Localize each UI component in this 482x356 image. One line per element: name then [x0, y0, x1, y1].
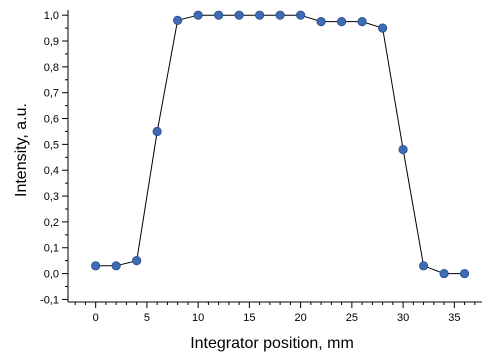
data-point [377, 23, 388, 33]
chart-axes [67, 10, 482, 303]
x-tick-label: 20 [294, 312, 306, 324]
data-point [193, 10, 203, 20]
y-tick-label: 0,8 [44, 62, 59, 74]
x-tick-label: 15 [243, 312, 255, 324]
y-tick-label: 0,1 [44, 243, 59, 255]
y-tick-label: 0,5 [44, 139, 59, 151]
x-tick-label: 35 [448, 312, 460, 324]
data-point [234, 10, 244, 20]
y-tick-label: 0,4 [44, 165, 59, 177]
data-point [418, 261, 429, 271]
x-tick-label: 25 [346, 312, 358, 324]
data-point [173, 15, 183, 25]
y-tick-label: 0,3 [44, 191, 59, 203]
x-tick-label: 10 [192, 312, 204, 324]
data-point [255, 10, 265, 20]
data-point [111, 261, 121, 271]
x-tick-label: 0 [93, 312, 99, 324]
y-tick-label: 0,2 [44, 217, 59, 229]
data-point [275, 10, 285, 20]
x-axis-ticks: 0 5 10 15 20 25 30 35 [74, 302, 476, 324]
y-tick-label: 0,6 [44, 114, 59, 126]
data-point [152, 126, 162, 137]
data-point [91, 261, 101, 271]
data-point [439, 268, 449, 279]
y-tick-label: 0,7 [44, 88, 59, 100]
series-line [95, 14, 465, 275]
data-point [316, 17, 326, 27]
data-point [337, 17, 347, 27]
y-tick-label: 0,0 [44, 269, 59, 281]
y-axis-title: Intensity, a.u. [13, 103, 30, 197]
y-tick-label: 0,9 [44, 36, 59, 48]
x-axis-title: Integrator position, mm [190, 335, 354, 352]
data-point [132, 256, 142, 266]
x-tick-label: 5 [144, 312, 150, 324]
data-point [214, 10, 224, 20]
y-tick-label: -0,1 [40, 294, 59, 306]
y-axis-ticks: -0,1 0,0 0,1 0,2 0,3 0,4 0,5 0,6 0,7 0,8 0,9 1,0 [40, 10, 68, 306]
data-point [296, 10, 306, 20]
data-point [398, 144, 408, 155]
y-tick-label: 1,0 [44, 10, 59, 22]
data-point [459, 268, 470, 279]
x-tick-label: 30 [397, 312, 409, 324]
data-point [357, 17, 367, 27]
series-layer [91, 10, 470, 279]
